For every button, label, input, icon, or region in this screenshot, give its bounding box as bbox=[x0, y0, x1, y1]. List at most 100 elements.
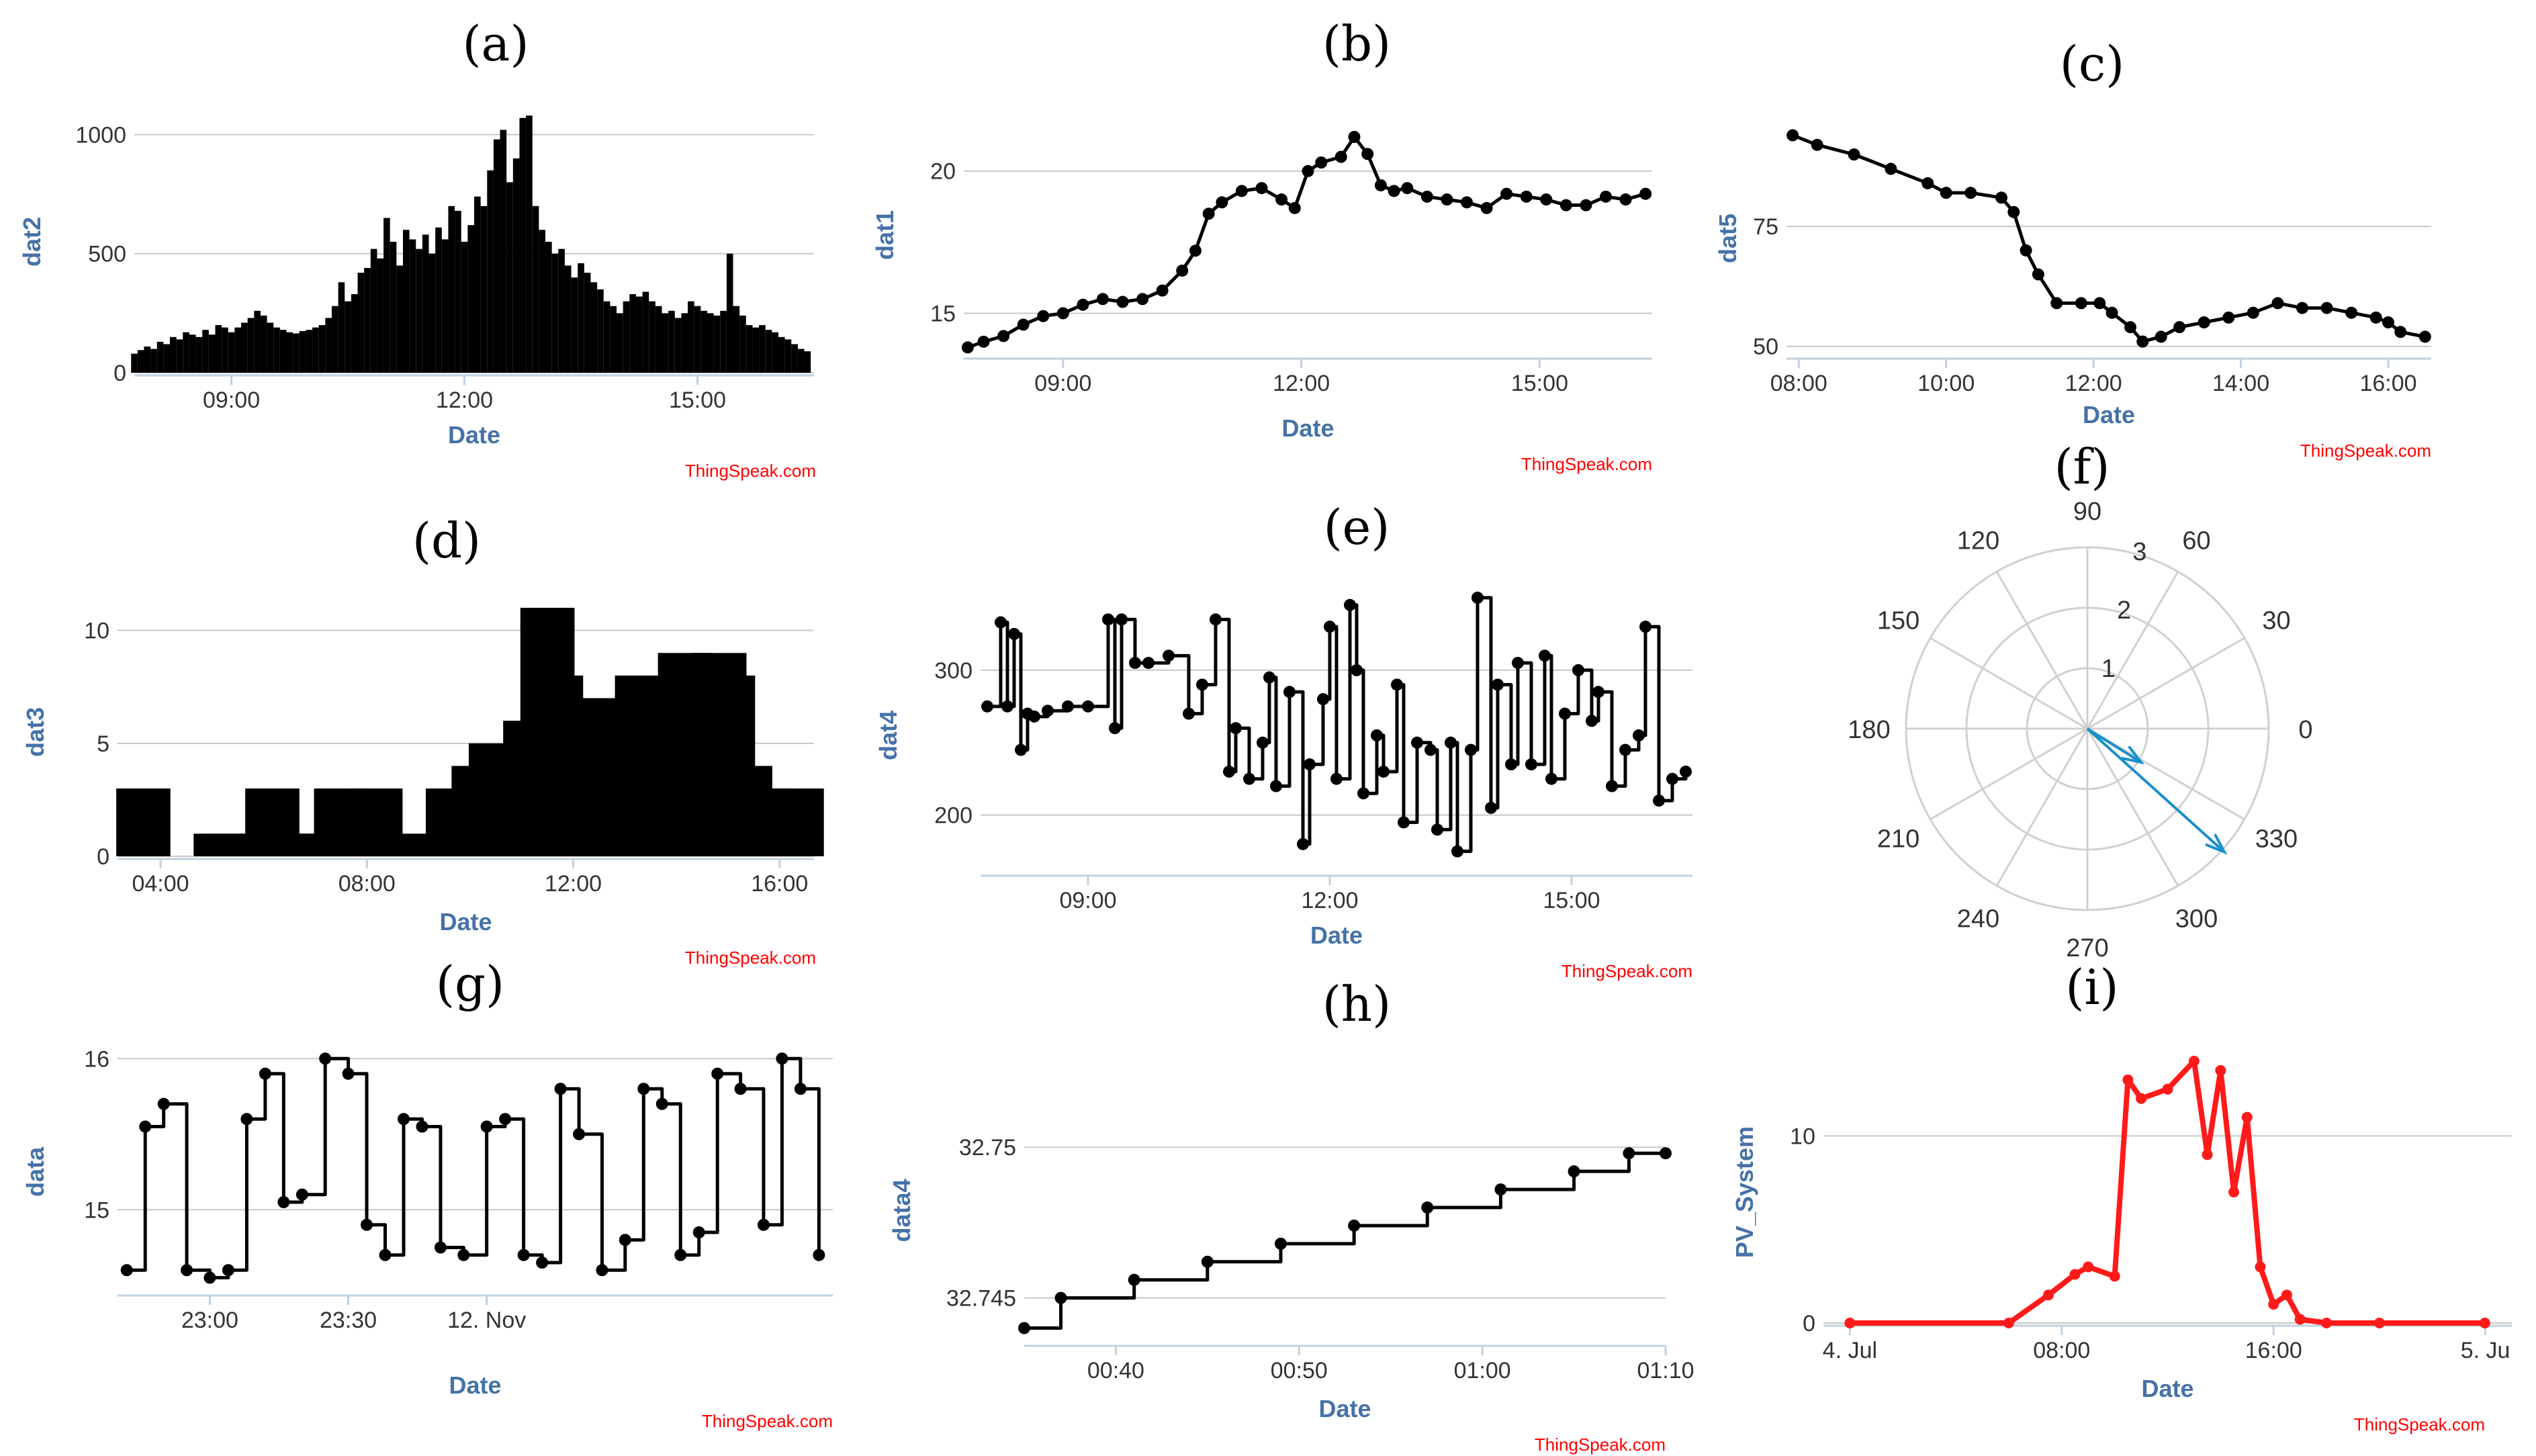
x-tick-label: 09:00 bbox=[1034, 371, 1091, 396]
data-point bbox=[2382, 316, 2394, 328]
bar bbox=[357, 273, 365, 373]
data-point bbox=[1196, 678, 1208, 691]
data-point bbox=[692, 1226, 705, 1238]
panel-b: (b) 15 20 09:00 12:00 15:00 Date dat1 ThingSpeak… bbox=[871, 15, 1652, 474]
x-axis-title: Date bbox=[1281, 414, 1334, 442]
data-point bbox=[1639, 187, 1652, 200]
data-point bbox=[813, 1248, 825, 1261]
bar bbox=[551, 253, 559, 373]
data-point bbox=[1096, 293, 1109, 306]
data-point bbox=[757, 1218, 770, 1231]
bar bbox=[733, 306, 740, 373]
x-tick-label: 23:30 bbox=[320, 1308, 377, 1333]
bar bbox=[345, 301, 351, 373]
x-tick-label: 16:00 bbox=[2359, 371, 2416, 396]
data-point bbox=[157, 1097, 170, 1110]
x-axis-title: Date bbox=[1310, 921, 1363, 949]
data-point bbox=[1580, 199, 1592, 212]
data-point bbox=[1042, 704, 1054, 717]
y-tick-label: 0 bbox=[1803, 1311, 1815, 1336]
bar bbox=[532, 206, 539, 373]
x-tick-label: 12:00 bbox=[436, 388, 493, 413]
data-point bbox=[1129, 657, 1141, 670]
y-axis-title: data4 bbox=[888, 1179, 915, 1242]
x-tick-label: 23:00 bbox=[181, 1308, 238, 1333]
angle-tick-label: 330 bbox=[2255, 825, 2298, 854]
bar bbox=[137, 350, 144, 373]
x-tick-label: 00:50 bbox=[1271, 1358, 1328, 1383]
data-point bbox=[2109, 1271, 2120, 1282]
data-point bbox=[1374, 179, 1387, 191]
data-point bbox=[1660, 1147, 1672, 1160]
data-point bbox=[2345, 306, 2358, 319]
bar bbox=[150, 349, 157, 373]
bar bbox=[331, 306, 338, 373]
x-axis-title: Date bbox=[449, 1371, 501, 1399]
x-tick-label: 15:00 bbox=[1543, 888, 1600, 913]
data-point bbox=[1848, 148, 1860, 161]
x-tick-label: 16:00 bbox=[751, 871, 808, 897]
data-point bbox=[536, 1257, 549, 1269]
data-point bbox=[1844, 1318, 1856, 1328]
data-point bbox=[1330, 772, 1343, 785]
data-point bbox=[2281, 1289, 2292, 1301]
bar bbox=[435, 227, 442, 373]
data-point bbox=[2418, 330, 2431, 343]
bar bbox=[617, 313, 623, 373]
bar bbox=[474, 196, 481, 373]
data-point bbox=[2007, 206, 2020, 218]
x-tick-label: 10:00 bbox=[1917, 371, 1975, 396]
bar bbox=[370, 248, 377, 373]
data-point bbox=[1680, 765, 1692, 778]
data-point bbox=[1008, 627, 1020, 640]
data-point bbox=[2173, 321, 2186, 334]
data-point bbox=[573, 1128, 586, 1140]
data-point bbox=[2255, 1261, 2266, 1273]
data-point bbox=[1056, 307, 1069, 320]
thingspeak-credit: ThingSpeak.com bbox=[1561, 961, 1692, 981]
data-point bbox=[1037, 310, 1050, 322]
data-point bbox=[1142, 657, 1154, 670]
data-point bbox=[1156, 284, 1169, 297]
series-line bbox=[1850, 1058, 2485, 1326]
data-point bbox=[1257, 736, 1269, 749]
panel-label-c: (c) bbox=[2060, 36, 2125, 92]
data-point bbox=[2075, 297, 2087, 310]
data-point bbox=[361, 1218, 373, 1231]
data-point bbox=[2320, 302, 2333, 314]
data-point bbox=[517, 1248, 530, 1261]
panel-label-h: (h) bbox=[1322, 976, 1392, 1032]
bar bbox=[228, 332, 235, 373]
data-point bbox=[1525, 758, 1537, 771]
data-point bbox=[1202, 208, 1215, 220]
data-point bbox=[2198, 316, 2210, 328]
bar bbox=[202, 330, 209, 373]
data-point bbox=[1401, 182, 1414, 195]
panel-label-i: (i) bbox=[2065, 959, 2118, 1015]
bar bbox=[778, 336, 785, 373]
bar bbox=[578, 263, 584, 373]
data-point bbox=[1885, 163, 1897, 175]
data-point bbox=[1263, 671, 1275, 684]
thingspeak-credit: ThingSpeak.com bbox=[1535, 1435, 1666, 1455]
angle-tick-label: 210 bbox=[1877, 825, 1919, 854]
data-point bbox=[1001, 700, 1013, 713]
bar bbox=[558, 248, 565, 373]
angle-tick-label: 90 bbox=[2073, 498, 2101, 526]
x-axis-title: Date bbox=[448, 421, 500, 449]
bar bbox=[241, 322, 248, 373]
data-point bbox=[1136, 293, 1149, 306]
x-tick-label: 12. Nov bbox=[447, 1308, 526, 1333]
x-tick-label: 15:00 bbox=[669, 388, 726, 413]
data-point bbox=[1411, 736, 1423, 749]
data-point bbox=[1270, 780, 1282, 792]
data-point bbox=[1619, 743, 1631, 756]
data-point bbox=[1623, 1147, 1635, 1160]
data-point bbox=[1377, 765, 1390, 778]
bar bbox=[254, 310, 261, 373]
data-point bbox=[277, 1196, 290, 1208]
data-point bbox=[1592, 686, 1604, 698]
data-point bbox=[1480, 201, 1493, 214]
y-tick-label: 10 bbox=[84, 619, 109, 644]
data-point bbox=[1465, 743, 1477, 756]
